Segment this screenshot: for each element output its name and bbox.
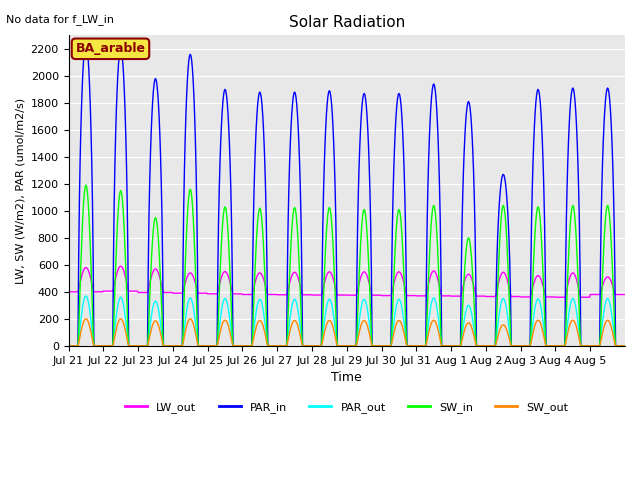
- Text: BA_arable: BA_arable: [76, 42, 145, 55]
- Text: No data for f_LW_in: No data for f_LW_in: [6, 14, 115, 25]
- Legend: LW_out, PAR_in, PAR_out, SW_in, SW_out: LW_out, PAR_in, PAR_out, SW_in, SW_out: [121, 398, 573, 418]
- Title: Solar Radiation: Solar Radiation: [289, 15, 405, 30]
- Y-axis label: LW, SW (W/m2), PAR (umol/m2/s): LW, SW (W/m2), PAR (umol/m2/s): [15, 97, 25, 284]
- X-axis label: Time: Time: [332, 371, 362, 384]
